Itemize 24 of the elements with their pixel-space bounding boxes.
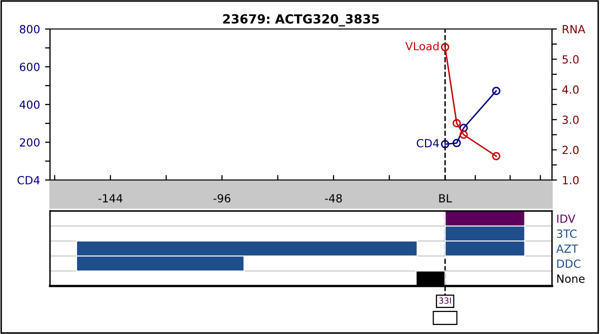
y-tick-label: 800 (20, 24, 40, 34)
y2-tick-label: 5.0 (562, 55, 579, 64)
series-label: VLoad (405, 42, 439, 50)
y2-tick-label: 3.0 (562, 116, 579, 124)
y-tick-label: None (557, 274, 585, 283)
text: 33I (439, 297, 451, 304)
series-label: CD4 (416, 138, 439, 148)
x-tick-label: -48 (325, 194, 342, 202)
y-tick-label: IDV (557, 214, 576, 223)
y-tick-label: 3TC (557, 229, 577, 238)
chart-title: 23679: ACTG320_3835 (223, 14, 379, 26)
y-tick-label: CD4 (18, 176, 40, 184)
y2-tick-label: RNA (562, 25, 586, 34)
x-tick-label: -96 (213, 194, 230, 202)
y2-tick-label: 4.0 (562, 85, 579, 94)
y-tick-label: AZT (556, 244, 578, 253)
x-tick-label: BL (439, 194, 452, 202)
y2-tick-label: 1.0 (562, 176, 579, 184)
x-tick-label: -144 (98, 194, 122, 202)
y-tick-label: DDC (557, 259, 580, 268)
y-tick-label: 200 (20, 138, 40, 147)
y2-tick-label: 2.0 (562, 146, 579, 154)
y-tick-label: 600 (20, 62, 40, 72)
y-tick-label: 400 (20, 100, 40, 109)
